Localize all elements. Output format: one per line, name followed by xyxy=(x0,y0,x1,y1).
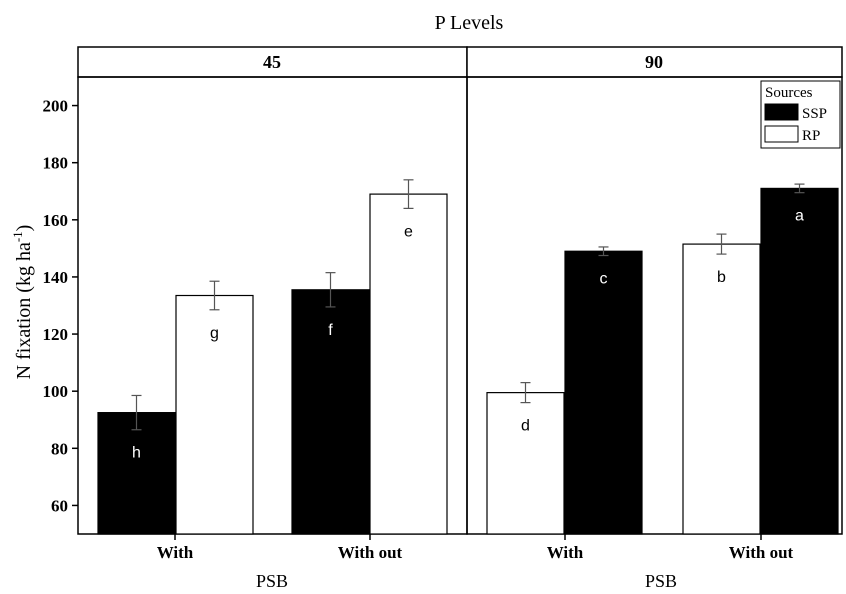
x-axis-panel-45: With With out PSB xyxy=(157,534,403,591)
bars-panel-45: h g f e xyxy=(97,179,448,535)
y-axis-title-main: N fixation (kg ha xyxy=(13,242,35,379)
legend-title: Sources xyxy=(765,85,813,101)
x-tick-label-with-45: With xyxy=(157,543,194,562)
x-axis-title-90: PSB xyxy=(645,571,677,591)
significance-letter-p90-without-ssp: a xyxy=(795,208,804,225)
legend-swatch-rp xyxy=(764,125,799,143)
legend-swatch-ssp xyxy=(764,103,799,121)
y-axis-title-close: ) xyxy=(13,225,35,232)
y-tick-label-80: 80 xyxy=(51,439,68,458)
bars-panel-90: d c b a xyxy=(486,183,839,535)
bar-p45-without-rp xyxy=(369,193,448,535)
significance-letter-p45-with-rp: g xyxy=(210,325,219,342)
bar-p45-with-ssp xyxy=(97,412,176,535)
panel-strip-90-box xyxy=(466,46,843,78)
chart-title: P Levels xyxy=(435,12,504,34)
panel-strip-45-box xyxy=(77,46,468,78)
bar-p90-without-rp xyxy=(682,243,761,535)
legend-label-rp: RP xyxy=(802,128,820,144)
y-tick-label-140: 140 xyxy=(43,268,69,287)
significance-letter-p90-with-ssp: c xyxy=(600,271,608,288)
x-axis-panel-90: With With out PSB xyxy=(547,534,794,591)
y-axis: 60 80 100 120 140 160 180 200 xyxy=(43,97,78,515)
y-tick-label-60: 60 xyxy=(51,496,68,515)
y-tick-label-100: 100 xyxy=(43,382,69,401)
plot-frame-90 xyxy=(466,76,843,535)
y-tick-label-180: 180 xyxy=(43,154,69,173)
y-tick-label-200: 200 xyxy=(43,97,69,116)
panel-strip-45: 45 xyxy=(77,46,468,78)
x-tick-label-without-45: With out xyxy=(338,543,403,562)
bar-p90-with-rp xyxy=(486,392,565,535)
significance-letter-p90-with-rp: d xyxy=(521,418,530,435)
y-axis-title: N fixation (kg ha-1) xyxy=(10,225,35,380)
x-axis-title-45: PSB xyxy=(256,571,288,591)
panel-label-90: 90 xyxy=(645,52,663,72)
legend-label-ssp: SSP xyxy=(802,106,827,122)
x-tick-label-with-90: With xyxy=(547,543,584,562)
bar-p90-without-ssp xyxy=(760,187,839,535)
significance-letter-p90-without-rp: b xyxy=(717,269,726,286)
legend: Sources SSP RP xyxy=(760,80,841,149)
y-axis-title-superscript: -1 xyxy=(10,231,25,242)
y-tick-label-120: 120 xyxy=(43,325,69,344)
significance-letter-p45-without-rp: e xyxy=(404,223,413,240)
y-tick-label-160: 160 xyxy=(43,211,69,230)
significance-letter-p45-with-ssp: h xyxy=(132,445,141,462)
bar-p90-with-ssp xyxy=(564,250,643,535)
x-tick-label-without-90: With out xyxy=(729,543,794,562)
significance-letter-p45-without-ssp: f xyxy=(328,322,333,339)
panel-label-45: 45 xyxy=(263,52,281,72)
panel-strip-90: 90 xyxy=(466,46,843,78)
